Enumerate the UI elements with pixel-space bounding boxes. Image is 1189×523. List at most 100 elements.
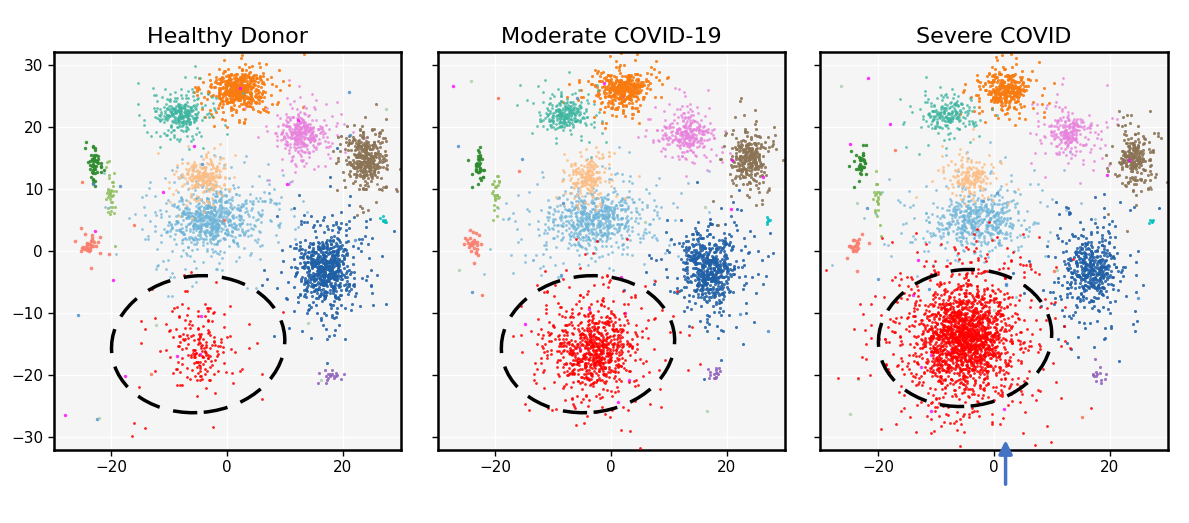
Point [751, 160, 770, 168]
Point [1068, 267, 1087, 275]
Point [574, 214, 593, 222]
Point [996, 199, 1015, 207]
Point [615, 81, 634, 89]
Point [740, 178, 759, 186]
Point [950, 106, 969, 114]
Point [1076, 273, 1095, 281]
Point [939, 306, 958, 314]
Point [981, 336, 1000, 344]
Point [178, 115, 197, 123]
Point [83, 157, 102, 165]
Point [596, 229, 615, 237]
Point [169, 117, 188, 125]
Point [235, 83, 254, 91]
Point [1093, 263, 1112, 271]
Point [1037, 316, 1056, 325]
Point [945, 321, 964, 329]
Point [190, 172, 209, 180]
Point [583, 177, 602, 185]
Point [149, 261, 168, 269]
Point [1115, 181, 1134, 189]
Point [950, 324, 969, 333]
Point [600, 413, 619, 421]
Point [988, 113, 1007, 122]
Point [376, 147, 395, 155]
Point [977, 316, 996, 324]
Point [463, 183, 482, 191]
Point [1088, 253, 1107, 261]
Point [749, 247, 768, 255]
Point [955, 317, 974, 325]
Point [360, 163, 379, 172]
Point [209, 211, 228, 219]
Point [234, 97, 253, 106]
Point [285, 136, 304, 144]
Point [982, 167, 1001, 175]
Point [352, 161, 371, 169]
Point [900, 237, 919, 246]
Point [1127, 316, 1146, 325]
Point [650, 137, 669, 145]
Point [938, 228, 957, 236]
Point [157, 265, 176, 273]
Point [725, 162, 744, 170]
Point [166, 212, 185, 221]
Point [736, 154, 755, 163]
Point [539, 111, 558, 119]
Point [677, 247, 696, 256]
Point [353, 174, 372, 183]
Point [158, 196, 177, 204]
Point [314, 279, 333, 288]
Point [195, 365, 214, 373]
Point [1070, 279, 1089, 287]
Point [981, 318, 1000, 326]
Point [289, 113, 308, 122]
Point [289, 127, 308, 135]
Point [196, 184, 215, 192]
Point [612, 84, 631, 92]
Point [958, 348, 977, 356]
Point [935, 325, 954, 333]
Point [698, 272, 717, 280]
Point [1001, 390, 1020, 399]
Point [1120, 142, 1139, 150]
Point [205, 144, 224, 152]
Point [944, 315, 963, 323]
Point [471, 151, 490, 159]
Point [948, 323, 967, 331]
Point [566, 356, 585, 364]
Point [1046, 98, 1065, 106]
Point [974, 343, 993, 351]
Point [932, 110, 951, 119]
Point [650, 385, 669, 393]
Point [999, 76, 1018, 85]
Point [967, 120, 986, 129]
Point [235, 83, 254, 91]
Point [1062, 137, 1081, 145]
Point [958, 357, 977, 365]
Point [984, 71, 1004, 79]
Point [957, 350, 976, 359]
Point [100, 174, 119, 183]
Point [952, 168, 971, 176]
Point [221, 94, 240, 102]
Point [579, 373, 598, 382]
Point [102, 207, 121, 215]
Point [328, 281, 347, 289]
Point [694, 130, 713, 138]
Point [216, 89, 235, 98]
Point [963, 349, 982, 357]
Point [290, 108, 309, 116]
Point [184, 211, 203, 220]
Point [971, 196, 990, 204]
Point [930, 325, 949, 333]
Point [950, 363, 969, 371]
Point [1115, 121, 1134, 129]
Point [1051, 342, 1070, 350]
Point [201, 110, 220, 119]
Point [1046, 378, 1065, 386]
Point [1120, 149, 1139, 157]
Point [988, 189, 1007, 198]
Point [575, 380, 594, 388]
Point [201, 216, 220, 224]
